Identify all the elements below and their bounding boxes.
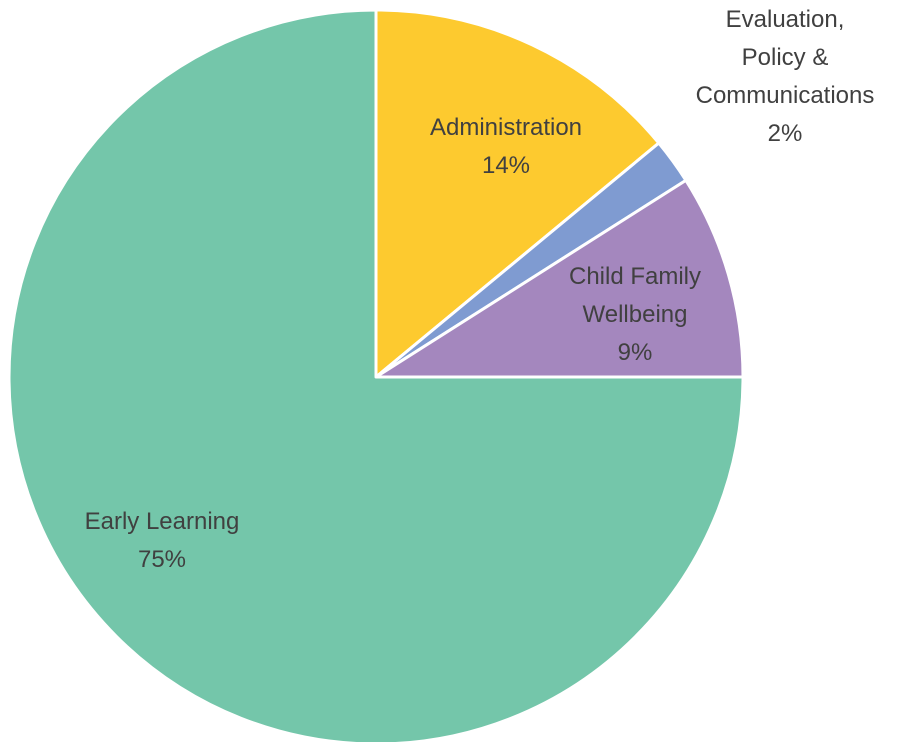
slice-label: Evaluation, Policy & Communications 2% bbox=[693, 1, 877, 153]
slice-label: Administration 14% bbox=[376, 109, 636, 185]
pie-slice bbox=[374, 178, 745, 379]
category-label: Administration bbox=[429, 114, 583, 141]
category-label: Child Family Wellbeing bbox=[568, 263, 702, 328]
slice-label: Child Family Wellbeing 9% bbox=[560, 258, 710, 372]
pie-slice bbox=[7, 8, 745, 742]
slice-label: Early Learning 75% bbox=[32, 503, 292, 579]
value-label: 75% bbox=[137, 546, 187, 573]
pie-slice bbox=[374, 8, 661, 379]
value-label: 2% bbox=[767, 120, 803, 147]
value-label: 9% bbox=[617, 339, 653, 366]
value-label: 14% bbox=[481, 152, 531, 179]
category-label: Early Learning bbox=[84, 508, 240, 535]
category-label: Evaluation, Policy & Communications bbox=[695, 6, 875, 109]
